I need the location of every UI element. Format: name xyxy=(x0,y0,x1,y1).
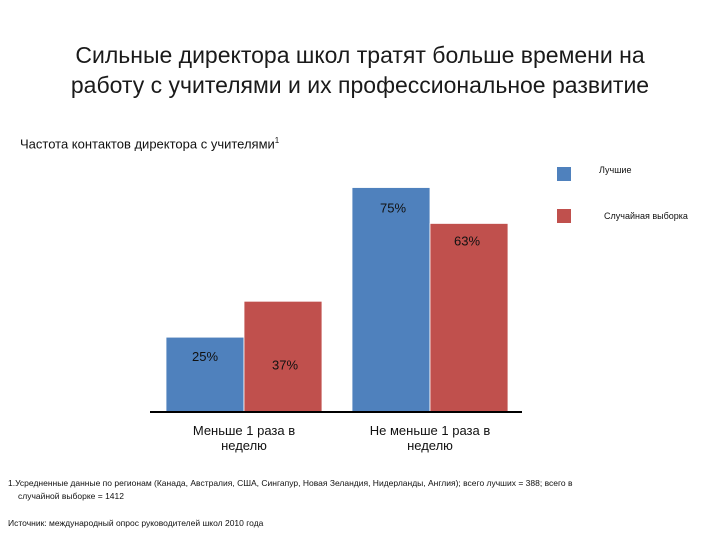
category-label-1-line-0: Не меньше 1 раза в xyxy=(370,423,491,438)
bar-best-1 xyxy=(351,187,431,413)
chart-title: Сильные директора школ тратят больше вре… xyxy=(0,40,720,100)
data-label-random-0: 37% xyxy=(272,357,298,372)
data-label-best-1: 75% xyxy=(380,201,406,216)
data-label-best-0: 25% xyxy=(192,349,218,364)
legend-label-best: Лучшие xyxy=(599,165,632,175)
source-note: Источник: международный опрос руководите… xyxy=(8,518,264,528)
title-line-2: работу с учителями и их профессиональное… xyxy=(70,72,650,98)
subtitle-footnote-mark: 1 xyxy=(274,136,280,145)
title-line-1: Сильные директора школ тратят больше вре… xyxy=(75,42,645,68)
legend-swatch-random xyxy=(557,209,571,223)
subtitle-text: Частота контактов директора с учителями xyxy=(20,136,275,152)
category-label-0-line-0: Меньше 1 раза в xyxy=(193,423,295,438)
bar-best-0 xyxy=(165,336,245,413)
legend-swatch-best xyxy=(557,167,571,181)
legend-label-random: Случайная выборка xyxy=(604,211,688,221)
chart-subtitle: Частота контактов директора с учителями1 xyxy=(20,136,279,151)
footnote-line-1: 1.Усредненные данные по регионам (Канада… xyxy=(8,478,573,488)
footnote: 1.Усредненные данные по регионам (Канада… xyxy=(8,477,698,503)
bar-random-0 xyxy=(243,300,323,413)
footnote-line-2: случайной выборке = 1412 xyxy=(18,491,124,501)
bar-random-1 xyxy=(429,223,509,413)
category-label-1-line-1: неделю xyxy=(407,438,453,453)
category-label-0-line-1: неделю xyxy=(221,438,267,453)
data-label-random-1: 63% xyxy=(454,233,480,248)
